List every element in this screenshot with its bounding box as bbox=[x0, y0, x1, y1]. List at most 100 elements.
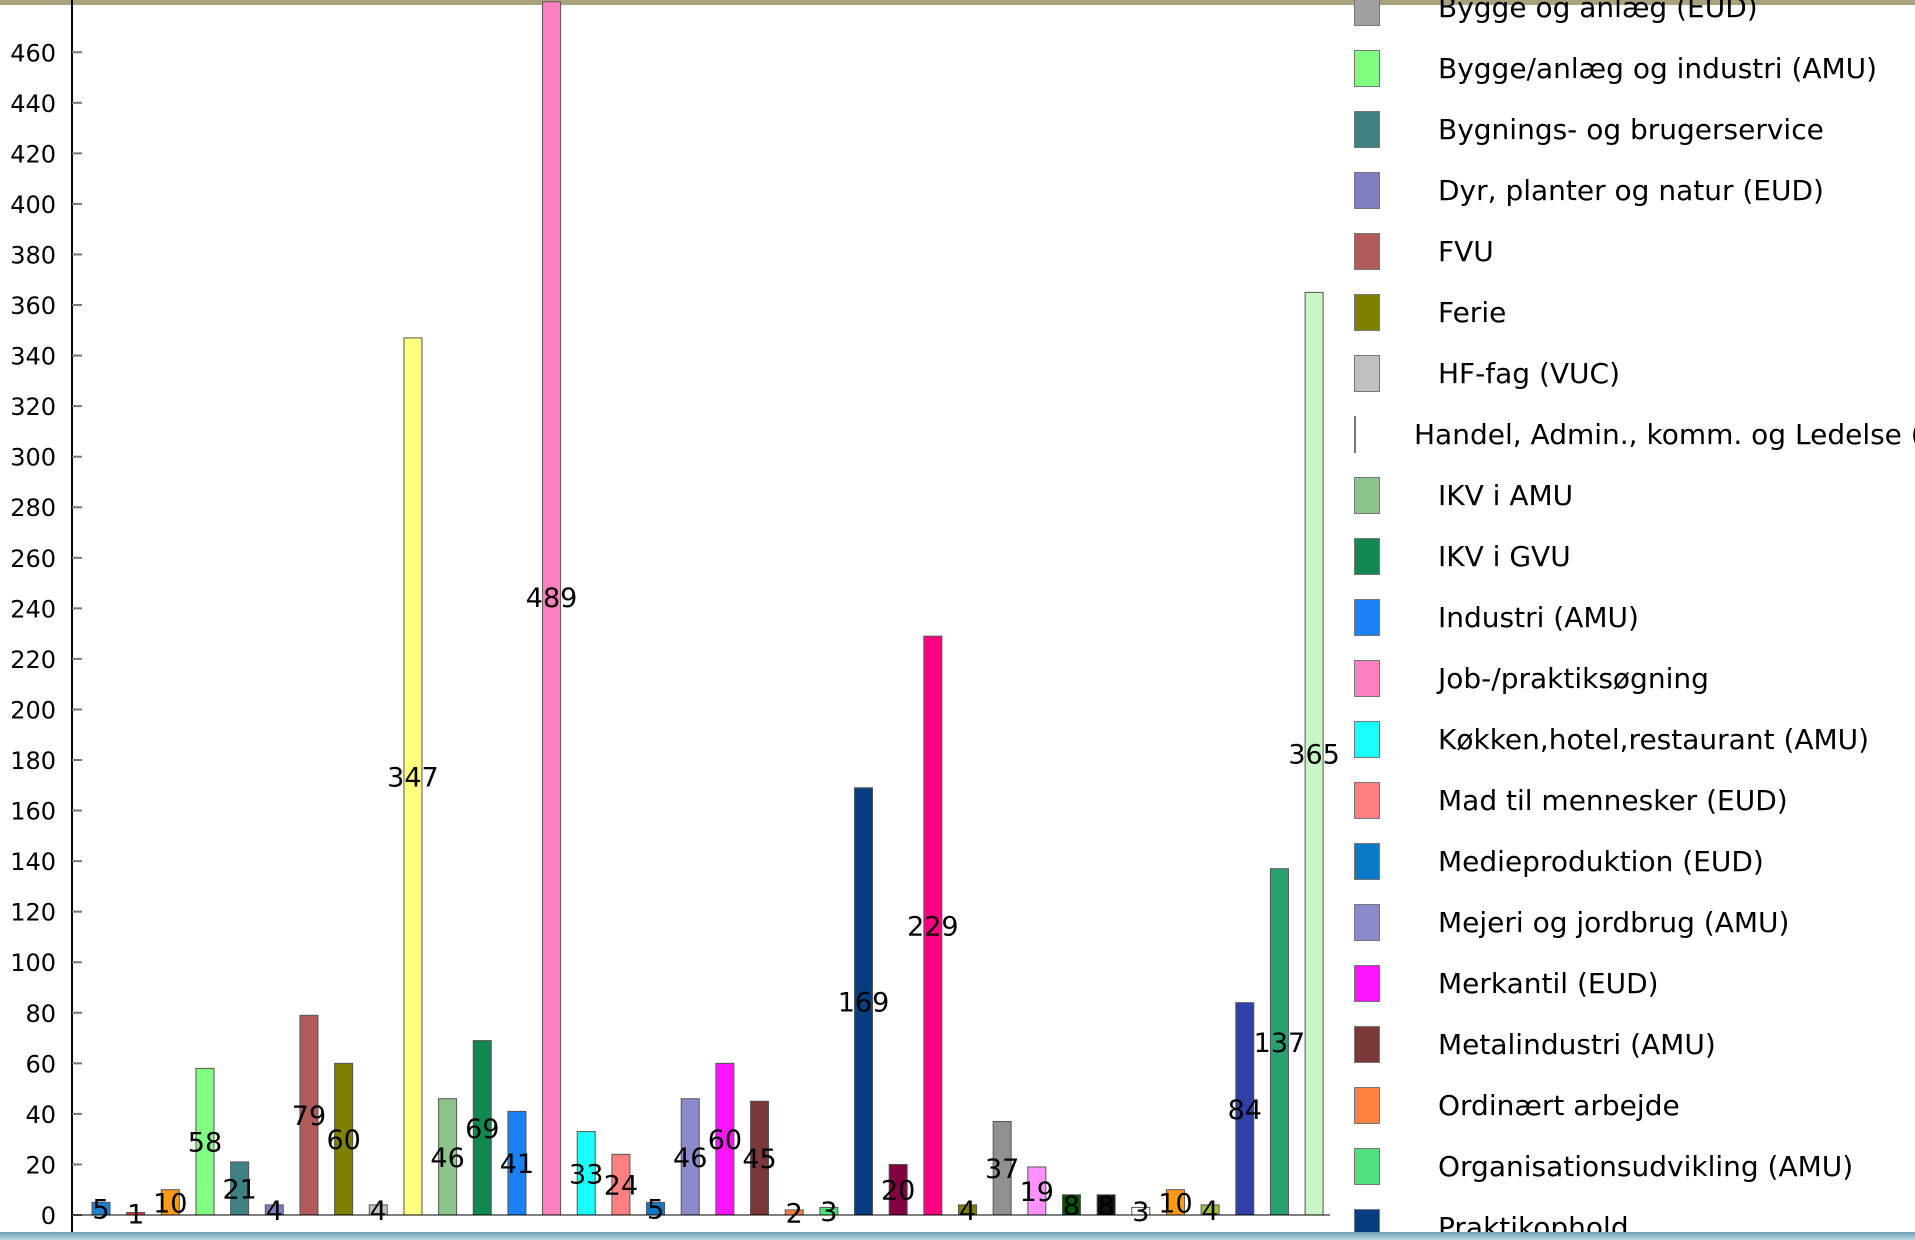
legend-label: Metalindustri (AMU) bbox=[1438, 1028, 1716, 1061]
y-tick-label: 180 bbox=[10, 747, 56, 775]
y-tick-label: 120 bbox=[10, 899, 56, 927]
y-tick-label: 80 bbox=[25, 1000, 56, 1028]
legend-item: Job-/praktiksøgning bbox=[1350, 648, 1915, 709]
y-tick-label: 420 bbox=[10, 140, 56, 168]
legend-item: Merkantil (EUD) bbox=[1350, 953, 1915, 1014]
bar-value-label: 60 bbox=[708, 1125, 742, 1156]
legend-swatch bbox=[1354, 0, 1380, 26]
legend-item: Metalindustri (AMU) bbox=[1350, 1014, 1915, 1075]
legend-item: Organisationsudvikling (AMU) bbox=[1350, 1136, 1915, 1197]
bar-value-label: 45 bbox=[742, 1144, 776, 1175]
y-tick-label: 20 bbox=[25, 1151, 56, 1179]
window-top-border bbox=[0, 0, 1915, 5]
legend-label: Job-/praktiksøgning bbox=[1438, 662, 1709, 695]
legend-label: Bygnings- og brugerservice bbox=[1438, 113, 1824, 146]
y-tick-label: 40 bbox=[25, 1101, 56, 1129]
y-tick-label: 300 bbox=[10, 444, 56, 472]
legend-label: Køkken,hotel,restaurant (AMU) bbox=[1438, 723, 1870, 756]
bar-value-label: 24 bbox=[604, 1171, 638, 1202]
legend-item: Ferie bbox=[1350, 282, 1915, 343]
bar-value-label: 46 bbox=[430, 1143, 464, 1174]
bar-value-label: 365 bbox=[1288, 740, 1340, 771]
y-tick-label: 140 bbox=[10, 848, 56, 876]
y-tick-label: 200 bbox=[10, 696, 56, 724]
legend-swatch bbox=[1354, 599, 1380, 636]
bar-value-label: 8 bbox=[1098, 1191, 1115, 1222]
bar-value-label: 4 bbox=[1202, 1196, 1219, 1227]
bar-value-label: 169 bbox=[838, 987, 890, 1018]
y-tick-label: 400 bbox=[10, 191, 56, 219]
legend-swatch bbox=[1354, 294, 1380, 331]
legend-item: Industri (AMU) bbox=[1350, 587, 1915, 648]
bar-value-label: 41 bbox=[500, 1149, 534, 1180]
legend-swatch bbox=[1354, 965, 1380, 1002]
y-tick-label: 220 bbox=[10, 646, 56, 674]
legend-item: FVU bbox=[1350, 221, 1915, 282]
y-tick-label: 320 bbox=[10, 393, 56, 421]
legend-swatch bbox=[1354, 904, 1380, 941]
y-tick-label: 460 bbox=[10, 39, 56, 67]
bar-value-label: 69 bbox=[465, 1114, 499, 1145]
bar-value-label: 79 bbox=[292, 1101, 326, 1132]
legend-label: Medieproduktion (EUD) bbox=[1438, 845, 1764, 878]
bar-value-label: 5 bbox=[647, 1195, 664, 1226]
bar-value-label: 10 bbox=[1158, 1188, 1192, 1219]
bar-value-label: 347 bbox=[387, 762, 439, 793]
legend-swatch bbox=[1354, 416, 1356, 453]
legend-label: Mad til mennesker (EUD) bbox=[1438, 784, 1788, 817]
legend-swatch bbox=[1354, 843, 1380, 880]
y-tick-label: 60 bbox=[25, 1050, 56, 1078]
legend-item: IKV i AMU bbox=[1350, 465, 1915, 526]
legend-item: Dyr, planter og natur (EUD) bbox=[1350, 160, 1915, 221]
legend-swatch bbox=[1354, 172, 1380, 209]
bar-value-label: 137 bbox=[1254, 1028, 1306, 1059]
legend-item: Mad til mennesker (EUD) bbox=[1350, 770, 1915, 831]
legend-label: Mejeri og jordbrug (AMU) bbox=[1438, 906, 1790, 939]
chart-legend: Bygge og anlæg (EUD) Bygge/anlæg og indus… bbox=[1350, 0, 1915, 1232]
y-tick-label: 0 bbox=[41, 1202, 56, 1230]
legend-label: Ferie bbox=[1438, 296, 1507, 329]
bar-value-label: 4 bbox=[266, 1196, 283, 1227]
y-tick-label: 440 bbox=[10, 90, 56, 118]
legend-label: IKV i GVU bbox=[1438, 540, 1571, 573]
legend-item: Handel, Admin., komm. og Ledelse (AMU) bbox=[1350, 404, 1915, 465]
legend-swatch bbox=[1354, 721, 1380, 758]
legend-label: Bygge/anlæg og industri (AMU) bbox=[1438, 52, 1878, 85]
legend-label: HF-fag (VUC) bbox=[1438, 357, 1620, 390]
legend-item: IKV i GVU bbox=[1350, 526, 1915, 587]
bar-value-label: 3 bbox=[1132, 1197, 1149, 1228]
legend-item: Bygge/anlæg og industri (AMU) bbox=[1350, 38, 1915, 99]
y-tick-label: 100 bbox=[10, 949, 56, 977]
y-tick-label: 280 bbox=[10, 494, 56, 522]
legend-swatch bbox=[1354, 1087, 1380, 1124]
bar-value-label: 58 bbox=[188, 1128, 222, 1159]
legend-swatch bbox=[1354, 782, 1380, 819]
bar-value-label: 46 bbox=[673, 1143, 707, 1174]
legend-label: Industri (AMU) bbox=[1438, 601, 1639, 634]
legend-swatch bbox=[1354, 1148, 1380, 1185]
legend-item: HF-fag (VUC) bbox=[1350, 343, 1915, 404]
y-tick-label: 380 bbox=[10, 241, 56, 269]
legend-swatch bbox=[1354, 111, 1380, 148]
legend-swatch bbox=[1354, 538, 1380, 575]
bar-value-label: 19 bbox=[1020, 1177, 1054, 1208]
legend-swatch bbox=[1354, 1026, 1380, 1063]
legend-swatch bbox=[1354, 233, 1380, 270]
y-tick-label: 240 bbox=[10, 595, 56, 623]
bar-value-label: 10 bbox=[153, 1188, 187, 1219]
y-tick-label: 160 bbox=[10, 798, 56, 826]
bar-value-label: 229 bbox=[907, 912, 959, 943]
legend-item: Medieproduktion (EUD) bbox=[1350, 831, 1915, 892]
bar-value-label: 84 bbox=[1228, 1095, 1262, 1126]
legend-label: Organisationsudvikling (AMU) bbox=[1438, 1150, 1854, 1183]
legend-swatch bbox=[1354, 50, 1380, 87]
legend-item: Praktikophold bbox=[1350, 1197, 1915, 1232]
y-tick-label: 260 bbox=[10, 545, 56, 573]
bar-value-label: 20 bbox=[881, 1176, 915, 1207]
bar-value-label: 37 bbox=[985, 1154, 1019, 1185]
legend-label: Ordinært arbejde bbox=[1438, 1089, 1680, 1122]
y-tick-label: 340 bbox=[10, 343, 56, 371]
legend-label: Dyr, planter og natur (EUD) bbox=[1438, 174, 1824, 207]
window-bottom-bar bbox=[0, 1232, 1915, 1240]
legend-label: Praktikophold bbox=[1438, 1211, 1629, 1232]
